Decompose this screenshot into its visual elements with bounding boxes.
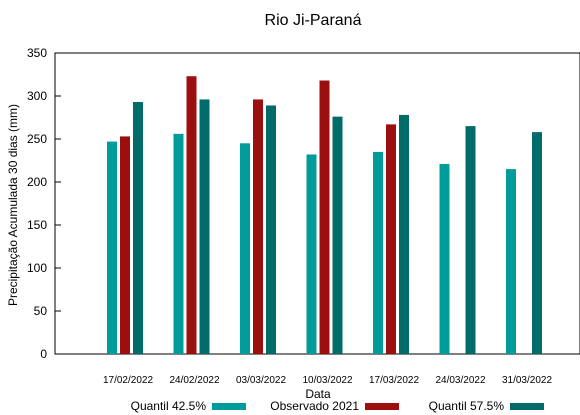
x-axis-label: Data [305, 387, 331, 401]
bar-0-4 [373, 151, 383, 354]
legend-swatch-1 [365, 403, 399, 410]
x-tick-label: 17/03/2022 [369, 375, 419, 386]
bars [107, 76, 542, 355]
x-tick-label: 03/03/2022 [236, 375, 286, 386]
bar-2-2 [266, 105, 276, 355]
bar-1-2 [253, 99, 263, 354]
x-tick-label: 17/02/2022 [103, 375, 153, 386]
legend-label-1: Observado 2021 [270, 399, 359, 413]
y-tick-label: 250 [27, 132, 47, 146]
x-tick-label: 24/03/2022 [435, 375, 485, 386]
bar-2-6 [532, 132, 542, 354]
bar-0-1 [173, 133, 184, 354]
y-tick-label: 150 [27, 218, 47, 232]
bar-0-5 [439, 163, 450, 354]
x-axis: 17/02/2022 24/02/2022 03/03/2022 10/03/2022… [103, 375, 552, 386]
legend-label-0: Quantil 42.5% [131, 399, 207, 413]
legend-swatch-2 [510, 403, 544, 410]
y-tick-label: 300 [27, 89, 47, 103]
plot-border [54, 52, 580, 355]
legend-swatch-0 [212, 403, 246, 410]
bar-1-0 [120, 136, 130, 354]
bar-0-2 [240, 143, 250, 354]
y-axis-label: Precipitação Acumulada 30 dias (mm) [6, 104, 20, 306]
bar-1-3 [319, 80, 330, 355]
bar-1-4 [386, 124, 396, 354]
plot-frame [54, 52, 580, 355]
y-tick-label: 100 [27, 261, 47, 275]
bar-2-4 [399, 114, 409, 354]
bar-0-0 [107, 141, 117, 354]
x-tick-label: 24/02/2022 [169, 375, 219, 386]
bar-0-3 [306, 154, 317, 354]
y-tick-label: 200 [27, 175, 47, 189]
bar-2-1 [199, 99, 210, 354]
y-tick-label: 350 [27, 46, 47, 60]
y-tick-label: 50 [34, 304, 48, 318]
bar-2-5 [465, 126, 476, 354]
x-tick-label: 10/03/2022 [302, 375, 352, 386]
legend: Quantil 42.5% Observado 2021 Quantil 57.5% [131, 399, 544, 413]
bar-1-1 [186, 76, 197, 354]
bar-2-0 [133, 102, 143, 355]
x-tick-label: 31/03/2022 [502, 375, 552, 386]
y-tick-label: 0 [40, 347, 47, 361]
legend-label-2: Quantil 57.5% [429, 399, 505, 413]
bar-0-6 [506, 169, 516, 354]
chart-title: Rio Ji-Paraná [265, 12, 362, 29]
y-axis: 0 50 100 150 200 250 300 350 [27, 46, 61, 361]
bar-2-3 [332, 116, 343, 354]
